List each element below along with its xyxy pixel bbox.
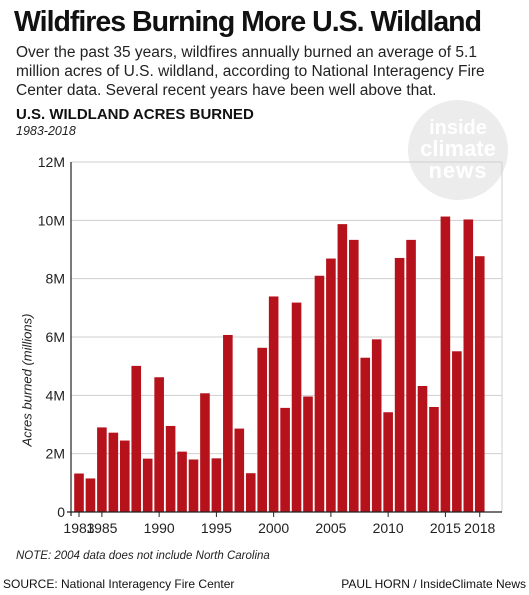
bar-2010 — [383, 412, 393, 512]
bar-2011 — [394, 257, 405, 512]
credit-line: PAUL HORN / InsideClimate News — [341, 577, 526, 591]
bar-2017 — [463, 219, 474, 512]
bar-2014 — [429, 407, 439, 512]
logo-word-climate: climate — [420, 136, 496, 161]
bar-2000 — [268, 296, 279, 512]
bar-1996 — [223, 334, 233, 512]
bar-2007 — [349, 239, 359, 512]
headline: Wildfires Burning More U.S. Wildland — [14, 6, 482, 38]
bar-2008 — [360, 357, 371, 512]
bar-1997 — [234, 428, 245, 512]
x-tick-label: 1983 — [63, 520, 94, 536]
logo-word-news: news — [428, 158, 488, 183]
y-tick-label: 4M — [46, 387, 65, 403]
bar-1985 — [97, 427, 107, 512]
bar-1990 — [154, 377, 164, 512]
bar-1983 — [74, 473, 84, 512]
bar-1984 — [85, 478, 96, 512]
chart-subtitle: 1983-2018 — [16, 124, 76, 138]
bar-2015 — [440, 216, 451, 512]
bar-2018 — [474, 256, 485, 512]
y-tick-label: 0 — [57, 504, 65, 520]
bar-2013 — [417, 386, 428, 512]
y-tick-label: 8M — [46, 271, 65, 287]
bar-2016 — [452, 351, 462, 512]
y-tick-label: 2M — [46, 446, 65, 462]
x-tick-label: 2018 — [464, 520, 495, 536]
dek-text: Over the past 35 years, wildfires annual… — [16, 44, 485, 99]
bar-2005 — [326, 258, 336, 512]
bar-1993 — [188, 459, 199, 512]
bar-1988 — [131, 365, 142, 512]
bar-1992 — [177, 451, 187, 512]
bar-1987 — [120, 440, 130, 512]
bar-1991 — [165, 425, 176, 512]
x-tick-label: 2010 — [373, 520, 404, 536]
chart-note: NOTE: 2004 data does not include North C… — [16, 550, 270, 562]
x-tick-label: 1995 — [201, 520, 232, 536]
chart-title: U.S. WILDLAND ACRES BURNED — [16, 106, 254, 123]
bar-2001 — [280, 407, 290, 512]
bar-2012 — [406, 239, 416, 512]
bar-1998 — [245, 473, 256, 512]
bar-2003 — [303, 396, 313, 512]
x-tick-label: 1985 — [86, 520, 117, 536]
insideclimate-news-logo: inside climate news — [408, 100, 508, 200]
bar-2009 — [371, 339, 382, 512]
x-tick-label: 2005 — [315, 520, 346, 536]
axes — [67, 162, 502, 517]
bar-1986 — [108, 432, 119, 512]
bar-2002 — [291, 302, 302, 512]
bar-1994 — [200, 393, 210, 512]
y-tick-label: 10M — [38, 212, 65, 228]
x-tick-label: 2015 — [430, 520, 461, 536]
bar-1995 — [211, 458, 222, 512]
y-tick-label: 12M — [38, 154, 65, 170]
y-tick-label: 6M — [46, 329, 65, 345]
x-tick-label: 1990 — [144, 520, 175, 536]
bars — [74, 216, 485, 512]
source-line: SOURCE: National Interagency Fire Center — [3, 577, 235, 591]
bar-2004 — [314, 275, 325, 512]
bar-2006 — [337, 224, 348, 512]
x-tick-label: 2000 — [258, 520, 289, 536]
logo-word-inside: inside — [429, 117, 487, 139]
bar-1999 — [257, 347, 267, 512]
bar-1989 — [142, 458, 153, 512]
